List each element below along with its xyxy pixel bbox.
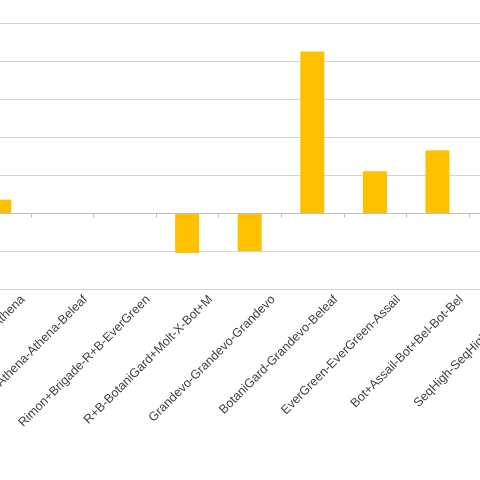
bar bbox=[237, 213, 262, 251]
x-tick-label: R+B-BotaniGard+Molt-X-Bot+M bbox=[81, 292, 215, 426]
x-tick-labels: Beleaf-Beleaf-AthenaAthena-Athena-Beleaf… bbox=[0, 292, 480, 430]
bar bbox=[425, 150, 450, 213]
bar bbox=[300, 51, 325, 213]
x-tick-label: Grandevo-Grandevo-Grandevo bbox=[146, 292, 278, 424]
x-tick-label: Rimon+Brigade-R+B-EverGreen bbox=[15, 292, 152, 429]
gridlines bbox=[0, 23, 480, 290]
bar bbox=[362, 171, 387, 213]
bars bbox=[0, 51, 450, 253]
x-tick-label: EverGreen-EverGreen-Assail bbox=[278, 292, 403, 417]
x-tick-label: Bot+Assail-Bot+Bel-Bot-Bel bbox=[348, 292, 466, 410]
bar bbox=[0, 199, 12, 213]
x-axis bbox=[0, 213, 480, 218]
x-tick-label: BotaniGard-Grandevo-Beleaf bbox=[216, 292, 341, 417]
bar bbox=[175, 213, 200, 253]
